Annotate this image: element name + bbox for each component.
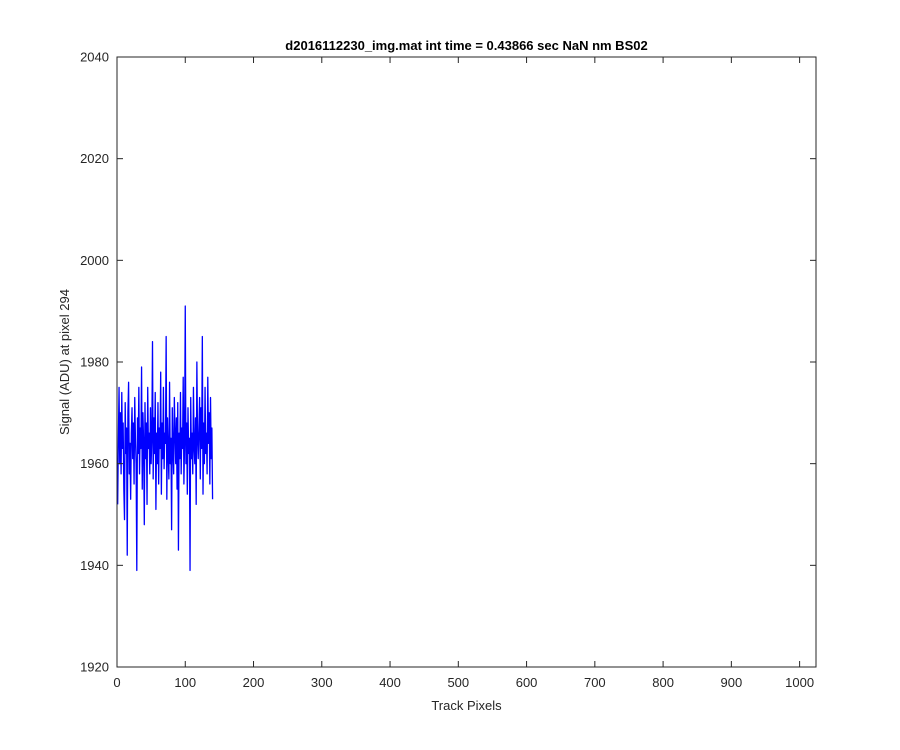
- x-tick-label: 600: [516, 675, 538, 690]
- x-tick-label: 0: [113, 675, 120, 690]
- x-axis: 0 100 200 300 400 500 600 700 800 900 1000: [113, 57, 814, 690]
- plot-area: [117, 57, 816, 667]
- x-tick-label: 100: [174, 675, 196, 690]
- x-tick-label: 200: [243, 675, 265, 690]
- y-axis: 1920 1940 1960 1980 2000 2020 2040: [80, 50, 816, 675]
- y-tick-label: 1980: [80, 355, 109, 370]
- y-tick-label: 2000: [80, 253, 109, 268]
- x-tick-label: 800: [652, 675, 674, 690]
- x-tick-label: 300: [311, 675, 333, 690]
- y-axis-label: Signal (ADU) at pixel 294: [57, 289, 72, 435]
- x-tick-label: 900: [721, 675, 743, 690]
- y-tick-label: 2020: [80, 151, 109, 166]
- series-line: [117, 305, 214, 572]
- x-tick-label: 700: [584, 675, 606, 690]
- y-tick-label: 1960: [80, 456, 109, 471]
- y-tick-label: 1920: [80, 660, 109, 675]
- x-tick-label: 1000: [785, 675, 814, 690]
- y-tick-label: 2040: [80, 50, 109, 65]
- y-tick-label: 1940: [80, 558, 109, 573]
- x-axis-label: Track Pixels: [431, 698, 502, 713]
- x-tick-label: 500: [447, 675, 469, 690]
- chart-title: d2016112230_img.mat int time = 0.43866 s…: [285, 38, 647, 53]
- x-tick-label: 400: [379, 675, 401, 690]
